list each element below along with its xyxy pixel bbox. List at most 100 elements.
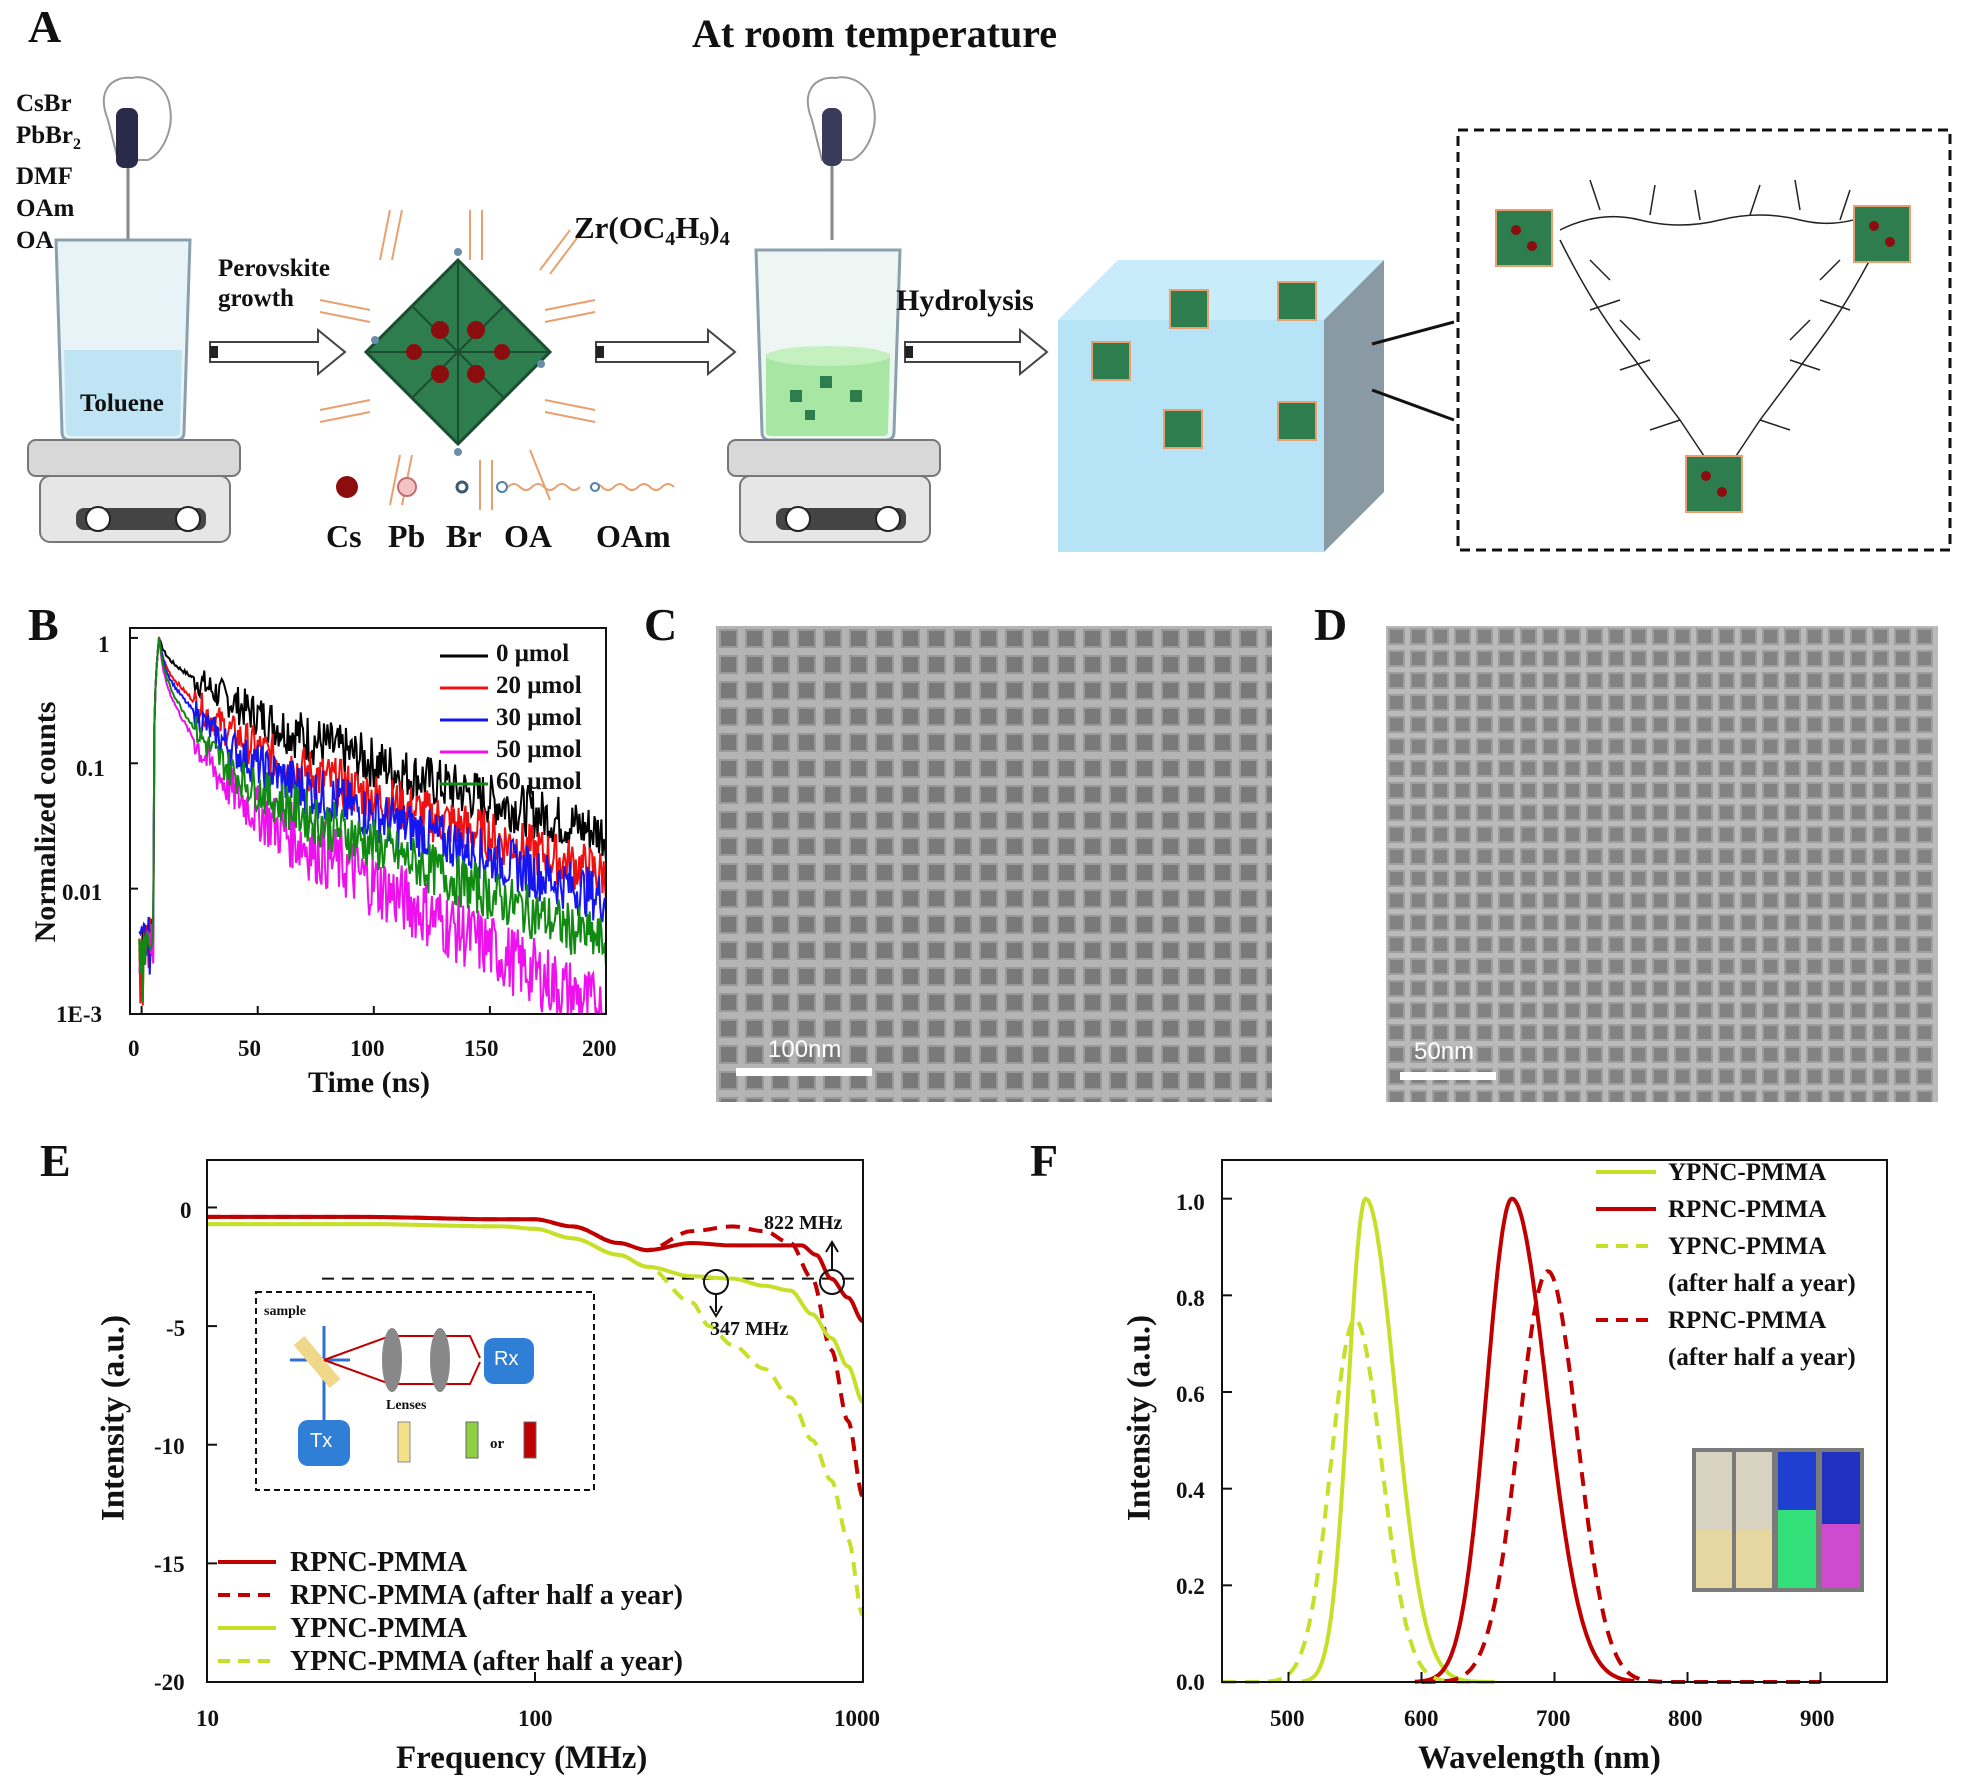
arrow-growth-icon: [209, 327, 347, 377]
e-ytick-5: -5: [166, 1316, 186, 1341]
e-series-line-3: [207, 1222, 865, 1617]
e-ann-822: 822 MHz: [764, 1212, 843, 1234]
scale-bar-d: [1400, 1072, 1496, 1080]
e-xtick-100: 100: [518, 1706, 553, 1731]
arrow-zr-icon: [595, 327, 737, 377]
tem-texture-c: [716, 626, 1272, 1102]
b-xtick-100: 100: [350, 1036, 385, 1061]
scale-text-d: 50nm: [1414, 1038, 1475, 1065]
beaker-toluene-label: Toluene: [80, 390, 164, 417]
f-legend-2: YPNC-PMMA: [1668, 1233, 1827, 1260]
f-legend-1: RPNC-PMMA: [1668, 1196, 1827, 1223]
atom-legend-icons: [336, 476, 675, 498]
panel-label-d: D: [1314, 599, 1348, 650]
e-legend-1: RPNC-PMMA (after half a year): [290, 1580, 683, 1611]
chart-f-ticks: [1222, 1197, 1822, 1683]
f-series-line-2: [1222, 1317, 1488, 1684]
b-legend-0: 0 μmol: [496, 640, 570, 667]
b-legend-3: 50 μmol: [496, 736, 582, 763]
e-xtick-10: 10: [196, 1706, 219, 1731]
f-xtick-500: 500: [1270, 1706, 1305, 1731]
chart-b-ticks: [130, 636, 607, 1015]
b-xtick-50: 50: [238, 1036, 261, 1061]
scale-bar-c: [736, 1068, 872, 1076]
e-legend-3: YPNC-PMMA (after half a year): [290, 1646, 683, 1677]
pipette-hand-icon: [102, 76, 172, 262]
b-series-line-4: [138, 637, 607, 1003]
b-legend-4: 60 μmol: [496, 768, 582, 795]
e-legend-0: RPNC-PMMA: [290, 1547, 468, 1578]
reagent-dmf: DMF: [16, 163, 73, 190]
b-legend-1: 20 μmol: [496, 672, 582, 699]
inset-or-label: or: [490, 1436, 505, 1452]
reagent-csbr: CsBr: [16, 90, 72, 117]
chart-e-ticks: [206, 1206, 864, 1683]
pipette-hand-2-icon: [806, 76, 876, 262]
e-xlabel: Frequency (MHz): [396, 1740, 648, 1776]
f-legend-0: YPNC-PMMA: [1668, 1159, 1827, 1186]
f-series-line-1: [1414, 1196, 1635, 1684]
f-ytick-06: 0.6: [1176, 1382, 1205, 1407]
synthesis-scheme: [27, 76, 1952, 552]
composite-block-icon: [1058, 260, 1455, 552]
b-xtick-200: 200: [582, 1036, 617, 1061]
b-series-line-2: [138, 637, 607, 975]
step-growth-label: Perovskite growth: [218, 255, 331, 312]
b-series-line-0: [138, 637, 607, 975]
f-ytick-08: 0.8: [1176, 1286, 1205, 1311]
scale-text-c: 100nm: [768, 1036, 842, 1063]
panel-label-a: A: [28, 1, 62, 52]
f-ytick-04: 0.4: [1176, 1478, 1205, 1503]
f-xtick-700: 700: [1536, 1706, 1571, 1731]
f-ytick-02: 0.2: [1176, 1574, 1205, 1599]
panel-a-title: At room temperature: [692, 11, 1058, 56]
f-xlabel: Wavelength (nm): [1418, 1740, 1661, 1776]
f-xtick-800: 800: [1668, 1706, 1703, 1731]
arrow-hydrolysis-icon: [904, 327, 1049, 377]
panel-label-e: E: [40, 1135, 71, 1186]
tem-image-c: 100nm: [716, 626, 1272, 1102]
reagent-oa: OA: [16, 227, 54, 254]
f-ytick-10: 1.0: [1176, 1190, 1205, 1215]
f-xtick-600: 600: [1404, 1706, 1439, 1731]
chart-f-legend: [1596, 1170, 1656, 1322]
chart-b-legend: [440, 654, 488, 786]
chart-e-markers: [703, 1240, 845, 1318]
f-ylabel: Intensity (a.u.): [1121, 1314, 1158, 1522]
chart-b-frame: [129, 627, 607, 1015]
b-ytick-0.01: 0.01: [62, 880, 103, 905]
e-ytick-15: -15: [154, 1552, 185, 1577]
chart-e-series: [207, 1214, 865, 1617]
inset-rx-label: Rx: [494, 1348, 519, 1370]
reagent-oam: OAm: [16, 195, 75, 222]
inset-lenses-label: Lenses: [386, 1398, 427, 1413]
e-ann-347: 347 MHz: [710, 1318, 789, 1340]
zr-network-inset: [1456, 128, 1952, 552]
b-xtick-150: 150: [464, 1036, 499, 1061]
f-legend-text: YPNC-PMMA RPNC-PMMA YPNC-PMMA (after hal…: [1668, 1154, 1856, 1376]
tem-image-d: 50nm: [1386, 626, 1938, 1102]
cuvette-photo-icon: [1692, 1448, 1864, 1592]
f-legend-5: (after half a year): [1668, 1344, 1856, 1371]
step-hydrolysis-label: Hydrolysis: [896, 284, 1034, 317]
reagent-pbbr2: PbBr2: [16, 122, 81, 153]
f-legend-3: (after half a year): [1668, 1270, 1856, 1297]
b-ytick-1: 1: [98, 632, 110, 657]
f-legend-4: RPNC-PMMA: [1668, 1307, 1827, 1334]
b-legend-2: 30 μmol: [496, 704, 582, 731]
chart-b-decay: [129, 627, 607, 1015]
inset-sample-label: sample: [264, 1304, 306, 1319]
chart-e-inset: [255, 1291, 595, 1491]
f-series-line-0: [1301, 1196, 1495, 1684]
f-xtick-900: 900: [1800, 1706, 1835, 1731]
reagent-list: CsBr PbBr2 DMF OAm OA: [16, 88, 81, 257]
e-ytick-10: -10: [154, 1434, 185, 1459]
precursor-label: Zr(OC4H9)4: [574, 210, 730, 251]
b-legend-text: 0 μmol 20 μmol 30 μmol 50 μmol 60 μmol: [496, 638, 582, 798]
e-xtick-1000: 1000: [834, 1706, 880, 1731]
beaker-toluene: [27, 238, 241, 543]
tem-texture-d: [1386, 626, 1938, 1102]
panel-label-f: F: [1030, 1135, 1059, 1186]
f-ytick-0: 0.0: [1176, 1670, 1205, 1695]
panel-label-b: B: [28, 599, 59, 650]
